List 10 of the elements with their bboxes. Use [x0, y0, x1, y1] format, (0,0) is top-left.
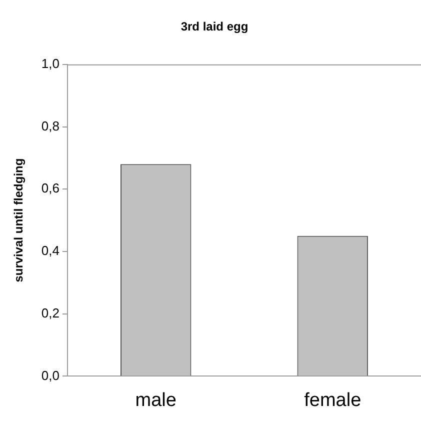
y-tick-label: 0,0 [41, 368, 60, 383]
y-tick-label: 0,4 [41, 243, 60, 258]
y-tick-label: 0,2 [41, 305, 60, 320]
y-tick-label: 0,6 [41, 180, 60, 196]
y-axis-title: survival until fledging [12, 158, 26, 282]
x-tick-label: male [135, 390, 176, 411]
x-tick-label: female [304, 390, 362, 411]
y-tick-label: 1,0 [41, 56, 60, 71]
y-tick-label: 0,8 [41, 118, 60, 134]
chart-title: 3rd laid egg [180, 20, 248, 34]
